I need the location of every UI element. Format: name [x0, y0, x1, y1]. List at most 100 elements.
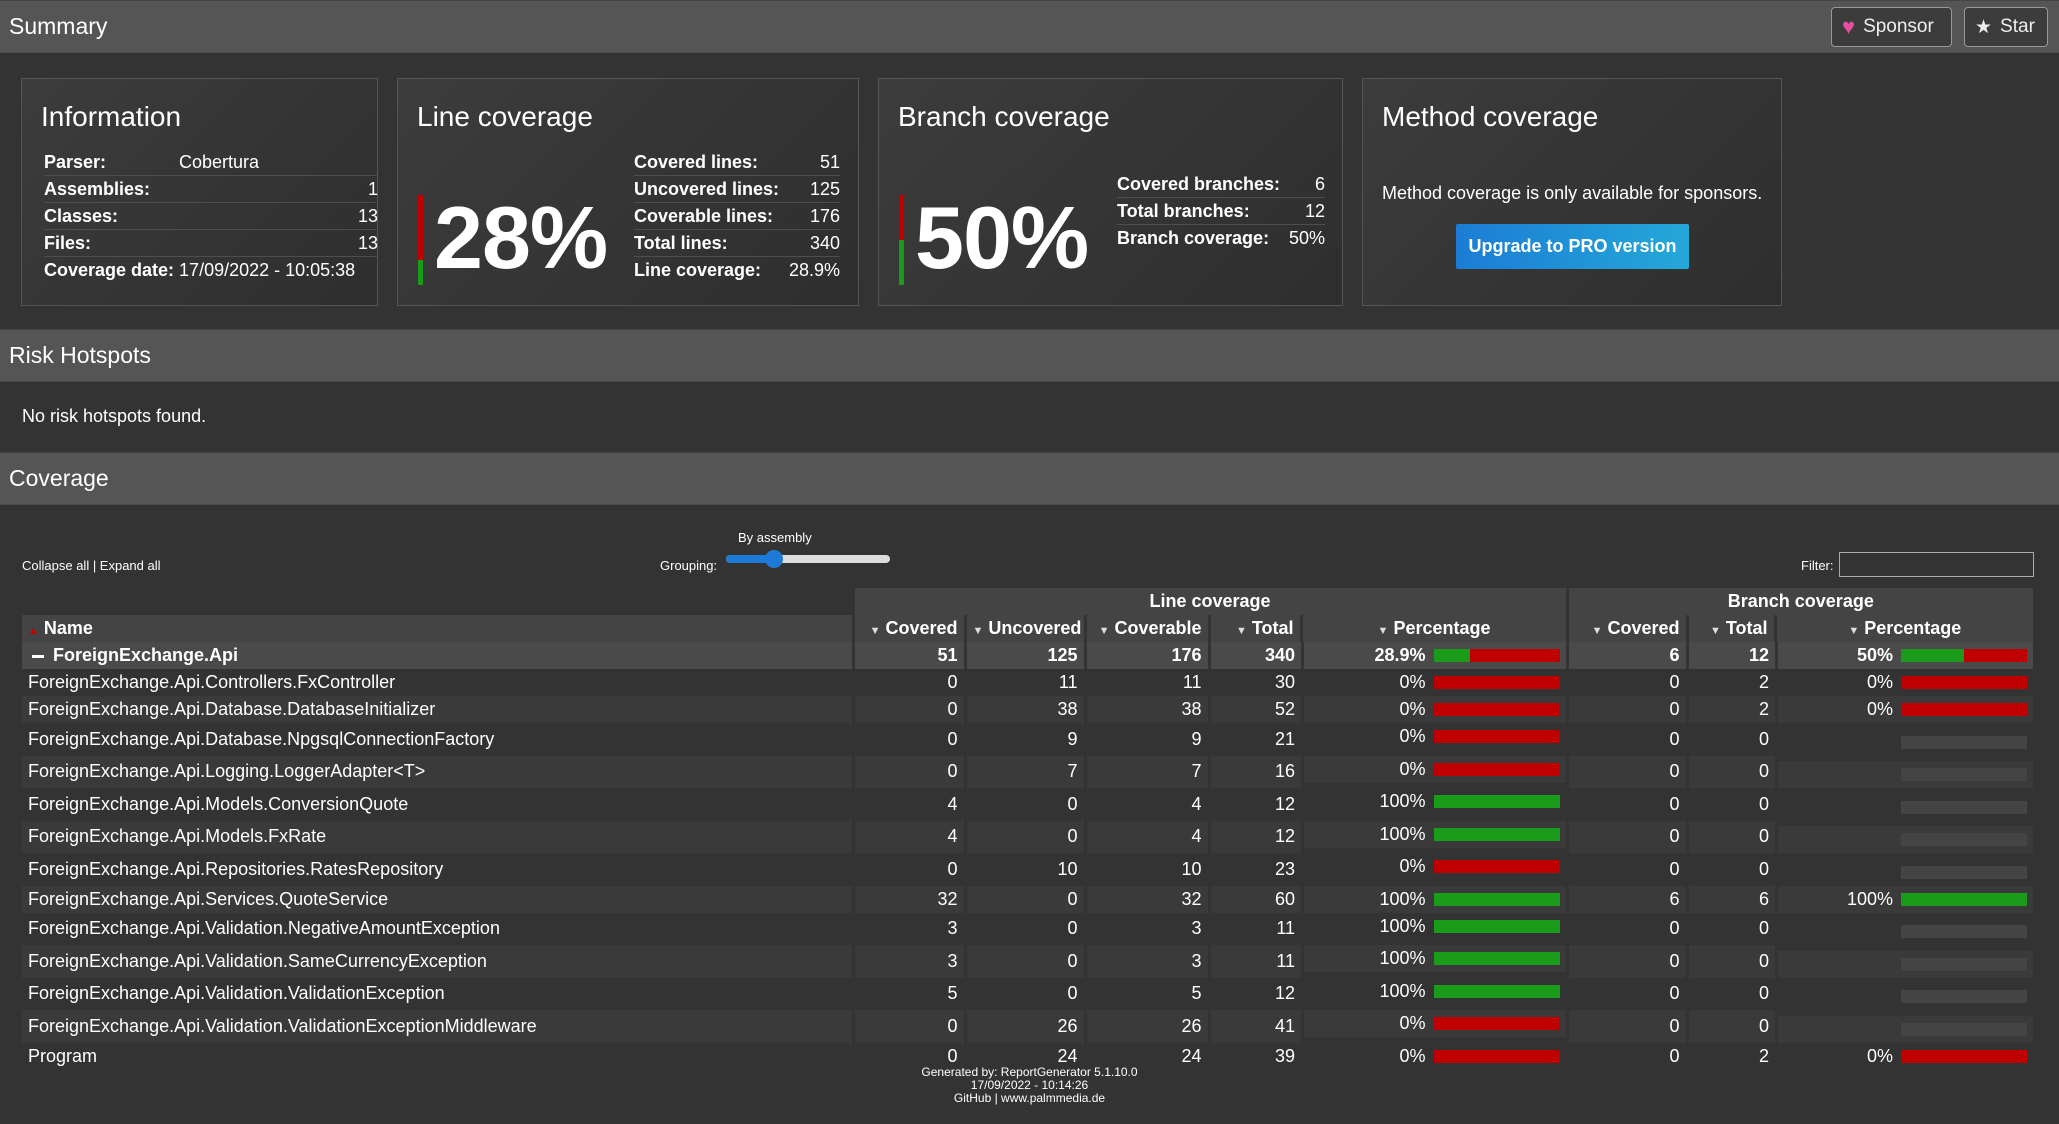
- coverage-bar: [1433, 952, 1560, 965]
- summary-title: Summary: [9, 13, 108, 39]
- class-name-link[interactable]: ForeignExchange.Api.Database.DatabaseIni…: [28, 699, 436, 719]
- name-cell: ForeignExchange.Api.Controllers.FxContro…: [22, 669, 853, 696]
- coverage-bar: [1901, 1049, 2028, 1063]
- sort-down-icon: ▼: [869, 625, 881, 637]
- branch-label: Branch coverage:: [1117, 228, 1270, 248]
- star-button[interactable]: ★ Star: [1964, 7, 2048, 47]
- name-cell: ForeignExchange.Api.Validation.Validatio…: [22, 977, 853, 1010]
- slider-thumb[interactable]: [764, 550, 783, 568]
- uncovered-cell: 0: [963, 912, 1085, 945]
- column-header-label: Total: [1251, 618, 1294, 638]
- uncovered-cell: 7: [963, 755, 1085, 788]
- info-label: Coverage date:: [44, 260, 175, 280]
- group-header-empty: [22, 588, 853, 615]
- branch-covered-cell: 0: [1565, 945, 1688, 978]
- class-name-link[interactable]: ForeignExchange.Api.Models.ConversionQuo…: [28, 793, 409, 814]
- class-name-link[interactable]: ForeignExchange.Api.Repositories.RatesRe…: [28, 858, 444, 879]
- total-cell: 340: [1207, 642, 1301, 669]
- uncovered-cell: 0: [963, 885, 1085, 913]
- group-header-line: Line coverage: [851, 588, 1568, 615]
- class-name-link[interactable]: ForeignExchange.Api.Validation.Validatio…: [28, 1015, 537, 1036]
- total-cell: 12: [1207, 820, 1301, 853]
- coverable-cell: 7: [1083, 755, 1209, 788]
- class-name-link[interactable]: ForeignExchange.Api.Controllers.FxContro…: [28, 672, 396, 692]
- total-cell: 16: [1207, 755, 1301, 788]
- percentage-cell: 0%: [1301, 696, 1566, 723]
- uncovered-cell: 38: [963, 696, 1085, 723]
- class-row: Program 0 24 24 39 0% 0 2 0%: [22, 1042, 2034, 1070]
- collapse-icon[interactable]: [32, 654, 44, 658]
- method-coverage-message: Method coverage is only available for sp…: [1382, 183, 1763, 203]
- empty-coverage-bar: [1901, 800, 2028, 814]
- percentage-cell: 100%: [1301, 945, 1566, 972]
- branch-covered-cell: 0: [1565, 755, 1688, 788]
- branch-total-cell: 2: [1685, 1042, 1776, 1070]
- branch-covered-cell: 0: [1565, 1042, 1688, 1070]
- empty-coverage-bar: [1901, 768, 2028, 781]
- footer-links[interactable]: GitHub | www.palmmedia.de: [953, 1091, 1106, 1105]
- name-cell: ForeignExchange.Api.Logging.LoggerAdapte…: [22, 755, 853, 788]
- branch-label: Total branches:: [1117, 200, 1250, 221]
- column-header-covered[interactable]: ▼ Covered: [851, 615, 965, 642]
- assembly-row[interactable]: ForeignExchange.Api 51 125 176 340 28.9% 6 12 50…: [22, 642, 2034, 669]
- class-name-link[interactable]: ForeignExchange.Api.Database.NpgsqlConne…: [28, 728, 495, 749]
- class-name-link[interactable]: ForeignExchange.Api.Services.QuoteServic…: [28, 888, 389, 909]
- column-header-uncovered[interactable]: ▼ Uncovered: [963, 615, 1085, 642]
- grouping-slider[interactable]: [726, 550, 890, 568]
- branch-percentage-cell: 50%: [1775, 642, 2034, 669]
- class-name-link[interactable]: ForeignExchange.Api.Models.FxRate: [28, 826, 327, 847]
- branch-covered-cell: 0: [1565, 977, 1688, 1010]
- column-header-branch-total[interactable]: ▼ Total: [1685, 615, 1776, 642]
- covered-cell: 0: [851, 853, 965, 886]
- column-header-label: Coverable: [1114, 618, 1202, 638]
- uncovered-bar-segment: [1901, 703, 2028, 716]
- filter-input[interactable]: [1839, 552, 2034, 577]
- covered-bar-segment: [1433, 919, 1560, 933]
- covered-cell: 32: [851, 885, 965, 913]
- collapse-expand-links[interactable]: Collapse all | Expand all: [22, 558, 161, 573]
- column-header-name[interactable]: ▲ Name: [22, 615, 853, 642]
- class-name-link[interactable]: ForeignExchange.Api.Logging.LoggerAdapte…: [28, 761, 426, 782]
- column-header-branch-covered[interactable]: ▼ Covered: [1565, 615, 1688, 642]
- line-row: Line coverage: 28.9%: [634, 257, 840, 284]
- branch-total-cell: 0: [1685, 820, 1776, 853]
- assembly-name[interactable]: ForeignExchange.Api: [53, 645, 239, 665]
- column-header-branch-percentage[interactable]: ▼ Percentage: [1773, 615, 2034, 642]
- branch-total-cell: 0: [1685, 723, 1776, 756]
- sort-up-icon: ▲: [28, 625, 39, 637]
- percentage-value: 28.9%: [1374, 645, 1426, 665]
- total-cell: 60: [1207, 885, 1301, 913]
- class-row: ForeignExchange.Api.Repositories.RatesRe…: [22, 853, 2034, 886]
- uncovered-bar-segment: [1433, 860, 1560, 873]
- class-name-link[interactable]: Program: [28, 1045, 98, 1066]
- total-cell: 21: [1207, 723, 1301, 756]
- coverable-cell: 24: [1083, 1042, 1209, 1070]
- class-row: ForeignExchange.Api.Validation.NegativeA…: [22, 912, 2034, 945]
- branch-uncovered-bar: [899, 195, 904, 240]
- sort-down-icon: ▼: [1098, 625, 1110, 637]
- column-header-percentage[interactable]: ▼ Percentage: [1299, 615, 1568, 642]
- name-cell: ForeignExchange.Api.Models.FxRate: [22, 820, 853, 853]
- class-name-link[interactable]: ForeignExchange.Api.Validation.SameCurre…: [28, 950, 487, 971]
- sponsor-button[interactable]: ♥ Sponsor: [1831, 7, 1952, 47]
- coverage-title: Coverage: [9, 465, 109, 491]
- percentage-value: 0%: [1399, 672, 1426, 692]
- covered-cell: 4: [851, 788, 965, 821]
- class-name-link[interactable]: ForeignExchange.Api.Validation.NegativeA…: [28, 918, 500, 939]
- uncovered-bar-segment: [1964, 649, 2028, 662]
- name-cell: ForeignExchange.Api.Validation.NegativeA…: [22, 912, 853, 945]
- percentage-value: 0%: [1399, 1045, 1426, 1066]
- column-header-coverable[interactable]: ▼ Coverable: [1083, 615, 1209, 642]
- coverage-bar: [1901, 649, 2028, 662]
- branch-percentage-cell: 0%: [1775, 669, 2034, 696]
- class-name-link[interactable]: ForeignExchange.Api.Validation.Validatio…: [28, 983, 445, 1004]
- star-icon: ★: [1975, 16, 1993, 38]
- uncovered-bar-segment: [1433, 703, 1560, 716]
- coverable-cell: 4: [1083, 788, 1209, 821]
- footer: Generated by: ReportGenerator 5.1.10.0 1…: [0, 1066, 2059, 1105]
- covered-cell: 0: [851, 669, 965, 696]
- upgrade-pro-button[interactable]: Upgrade to PRO version: [1456, 224, 1689, 269]
- branch-covered-cell: 0: [1565, 853, 1688, 886]
- column-header-total[interactable]: ▼ Total: [1207, 615, 1301, 642]
- coverage-bar: [1433, 827, 1560, 841]
